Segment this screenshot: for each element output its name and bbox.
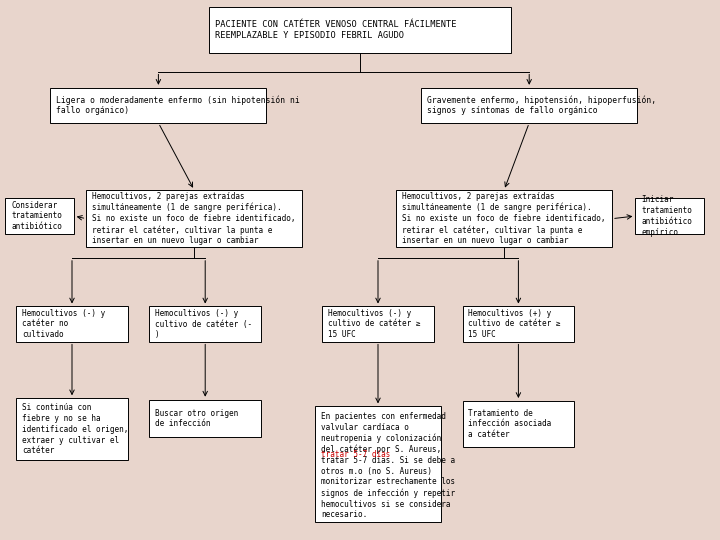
Bar xyxy=(323,306,433,341)
Text: Gravemente enfermo, hipotensión, hipoperfusión,
signos y síntomas de fallo orgán: Gravemente enfermo, hipotensión, hipoper… xyxy=(427,95,656,116)
Bar xyxy=(17,306,128,341)
Bar xyxy=(150,306,261,341)
Bar xyxy=(421,87,637,123)
Text: PACIENTE CON CATÉTER VENOSO CENTRAL FÁCILMENTE
REEMPLAZABLE Y EPISODIO FEBRIL AG: PACIENTE CON CATÉTER VENOSO CENTRAL FÁCI… xyxy=(215,20,456,39)
Text: Buscar otro origen
de infección: Buscar otro origen de infección xyxy=(155,409,238,428)
Text: Ligera o moderadamente enfermo (sin hipotensión ni
fallo orgánico): Ligera o moderadamente enfermo (sin hipo… xyxy=(56,95,300,116)
Text: Hemocultivos, 2 parejas extraídas
simultáneamente (1 de sangre periférica).
Si n: Hemocultivos, 2 parejas extraídas simult… xyxy=(402,192,606,245)
Bar xyxy=(150,400,261,437)
Text: Si continúa con
fiebre y no se ha
identificado el origen,
extraer y cultivar el
: Si continúa con fiebre y no se ha identi… xyxy=(22,403,128,455)
Text: Hemocultivos, 2 parejas extraídas
simultáneamente (1 de sangre periférica).
Si n: Hemocultivos, 2 parejas extraídas simult… xyxy=(92,192,296,245)
Text: tratar 5-7 días: tratar 5-7 días xyxy=(321,450,390,459)
Bar xyxy=(50,87,266,123)
Text: Tratamiento de
infección asociada
a catéter: Tratamiento de infección asociada a caté… xyxy=(468,409,552,439)
Bar xyxy=(462,306,575,341)
Bar xyxy=(636,198,704,233)
Bar xyxy=(315,407,441,523)
Bar xyxy=(396,191,612,247)
Bar xyxy=(462,401,575,447)
Text: Hemocultivos (-) y
cultivo de catéter (-
): Hemocultivos (-) y cultivo de catéter (-… xyxy=(155,309,252,339)
Text: Hemocultivos (-) y
cultivo de catéter ≥
15 UFC: Hemocultivos (-) y cultivo de catéter ≥ … xyxy=(328,309,420,339)
Text: En pacientes con enfermedad
valvular cardíaca o
neutropenia y colonización
del c: En pacientes con enfermedad valvular car… xyxy=(321,411,455,519)
Text: Iniciar
tratamiento
antibiótico
empírico: Iniciar tratamiento antibiótico empírico xyxy=(642,195,692,237)
Text: Hemocultivos (-) y
catéter no
cultivado: Hemocultivos (-) y catéter no cultivado xyxy=(22,309,105,339)
Text: Hemocultivos (+) y
cultivo de catéter ≥
15 UFC: Hemocultivos (+) y cultivo de catéter ≥ … xyxy=(468,309,561,339)
Text: Considerar
tratamiento
antibiótico: Considerar tratamiento antibiótico xyxy=(12,201,62,231)
Bar xyxy=(86,191,302,247)
Bar xyxy=(17,399,128,460)
Bar xyxy=(6,198,74,233)
Bar xyxy=(209,6,511,53)
